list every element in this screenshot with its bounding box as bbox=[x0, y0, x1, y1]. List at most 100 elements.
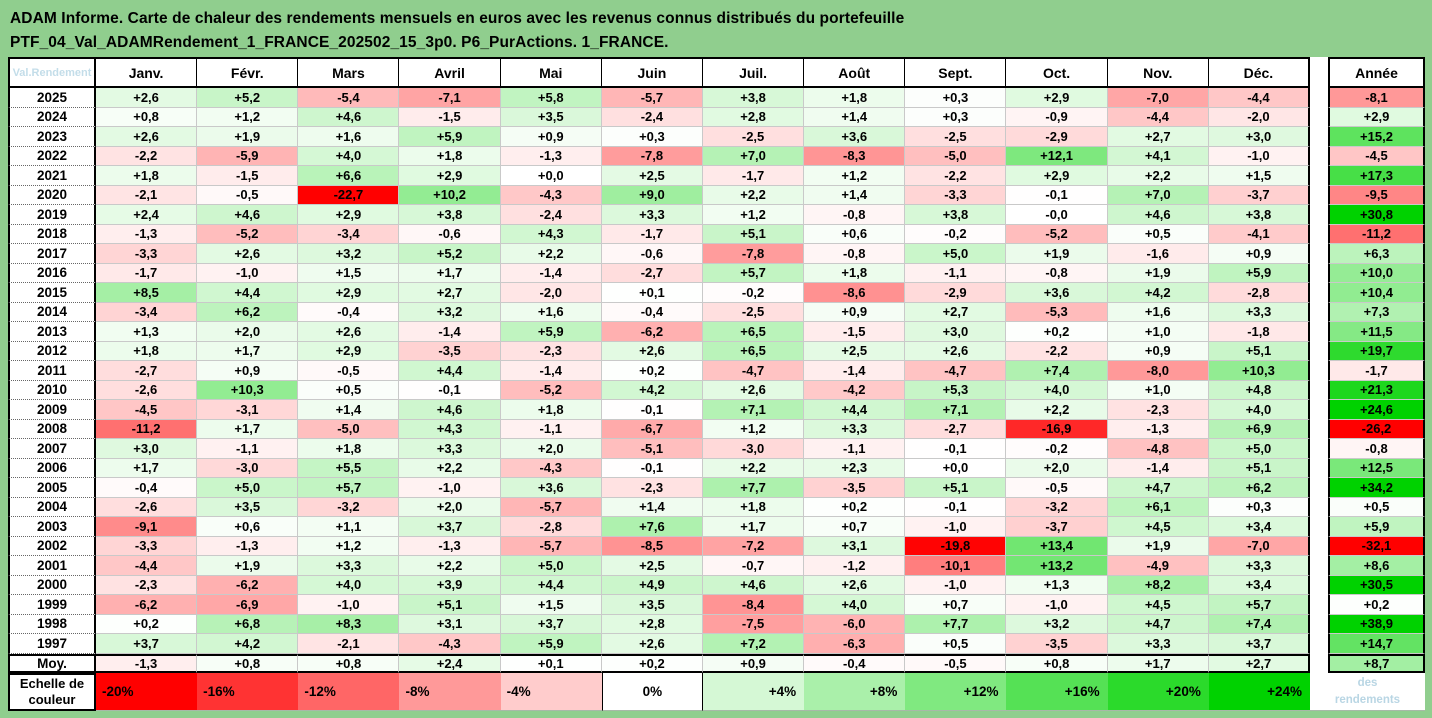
month-return-cell: -5,7 bbox=[500, 497, 602, 517]
gap-column bbox=[1309, 361, 1328, 381]
month-return-cell: +7,7 bbox=[702, 478, 805, 498]
month-return-cell: +4,0 bbox=[804, 595, 906, 615]
month-return-cell: +3,8 bbox=[399, 205, 501, 225]
month-return-cell: +1,4 bbox=[804, 107, 906, 127]
annual-return-cell: +2,9 bbox=[1327, 107, 1425, 127]
month-return-cell: +4,5 bbox=[1107, 517, 1209, 537]
month-return-cell: +5,1 bbox=[905, 478, 1007, 498]
month-return-cell: -3,2 bbox=[1006, 497, 1108, 517]
month-return-cell: -1,3 bbox=[197, 536, 299, 556]
month-return-cell: +1,3 bbox=[1006, 575, 1108, 595]
month-return-cell: -0,8 bbox=[1006, 263, 1108, 283]
month-return-cell: -0,8 bbox=[804, 205, 906, 225]
column-header-annual: Année bbox=[1327, 57, 1425, 88]
month-return-cell: -4,4 bbox=[1208, 88, 1310, 108]
month-return-cell: +2,6 bbox=[804, 575, 906, 595]
annual-return-cell: +5,9 bbox=[1327, 517, 1425, 537]
year-label: 2000 bbox=[8, 575, 96, 595]
month-return-cell: +2,0 bbox=[197, 322, 299, 342]
month-return-cell: +2,2 bbox=[500, 244, 602, 264]
month-return-cell: -0,6 bbox=[601, 244, 703, 264]
month-return-cell: -3,3 bbox=[96, 536, 198, 556]
month-return-cell: -11,2 bbox=[96, 419, 198, 439]
month-return-cell: +3,0 bbox=[96, 439, 198, 459]
color-scale-stop: 0% bbox=[601, 673, 703, 711]
month-return-cell: +0,9 bbox=[804, 302, 906, 322]
column-header-month: Janv. bbox=[96, 57, 198, 88]
month-return-cell: -2,5 bbox=[905, 127, 1007, 147]
month-return-cell: +2,7 bbox=[1107, 127, 1209, 147]
gap-column bbox=[1309, 322, 1328, 342]
month-return-cell: -0,5 bbox=[298, 361, 400, 381]
month-return-cell: +0,2 bbox=[96, 614, 198, 634]
month-return-cell: +1,2 bbox=[804, 166, 906, 186]
color-scale-stop: -8% bbox=[399, 673, 501, 711]
month-return-cell: +2,2 bbox=[702, 185, 805, 205]
month-return-cell: +7,4 bbox=[1208, 614, 1310, 634]
annual-return-cell: +10,0 bbox=[1327, 263, 1425, 283]
month-return-cell: -8,4 bbox=[702, 595, 805, 615]
month-return-cell: +2,6 bbox=[96, 127, 198, 147]
gap-column bbox=[1309, 439, 1328, 459]
average-annual-cell: +8,7 bbox=[1327, 653, 1425, 673]
average-month-cell: +0,8 bbox=[1006, 653, 1108, 673]
gap-column bbox=[1309, 302, 1328, 322]
color-scale-stop: -4% bbox=[500, 673, 602, 711]
month-return-cell: -7,8 bbox=[601, 146, 703, 166]
month-return-cell: -3,7 bbox=[1208, 185, 1310, 205]
column-header-month: Août bbox=[804, 57, 906, 88]
month-return-cell: +1,7 bbox=[399, 263, 501, 283]
month-return-cell: +2,6 bbox=[601, 634, 703, 654]
average-row-label: Moy. bbox=[8, 653, 96, 673]
month-return-cell: +3,7 bbox=[500, 614, 602, 634]
average-month-cell: +2,7 bbox=[1208, 653, 1310, 673]
month-return-cell: +1,3 bbox=[96, 322, 198, 342]
month-return-cell: +3,3 bbox=[298, 556, 400, 576]
month-return-cell: -1,0 bbox=[197, 263, 299, 283]
month-return-cell: -5,7 bbox=[500, 536, 602, 556]
month-return-cell: +3,0 bbox=[905, 322, 1007, 342]
month-return-cell: -6,0 bbox=[804, 614, 906, 634]
annual-return-cell: +30,5 bbox=[1327, 575, 1425, 595]
month-return-cell: -4,1 bbox=[1208, 224, 1310, 244]
gap-column bbox=[1309, 380, 1328, 400]
month-return-cell: -0,5 bbox=[1006, 478, 1108, 498]
month-return-cell: +5,2 bbox=[197, 88, 299, 108]
month-return-cell: +4,1 bbox=[1107, 146, 1209, 166]
month-return-cell: +0,9 bbox=[1107, 341, 1209, 361]
month-return-cell: +3,7 bbox=[399, 517, 501, 537]
month-return-cell: +1,5 bbox=[1208, 166, 1310, 186]
annual-return-cell: -11,2 bbox=[1327, 224, 1425, 244]
month-return-cell: +1,8 bbox=[96, 166, 198, 186]
year-label: 1999 bbox=[8, 595, 96, 615]
column-header-month: Sept. bbox=[905, 57, 1007, 88]
month-return-cell: -4,2 bbox=[804, 380, 906, 400]
month-return-cell: -0,7 bbox=[702, 556, 805, 576]
month-return-cell: -2,3 bbox=[601, 478, 703, 498]
month-return-cell: +4,4 bbox=[197, 283, 299, 303]
month-return-cell: +4,4 bbox=[399, 361, 501, 381]
month-return-cell: -4,9 bbox=[1107, 556, 1209, 576]
average-month-cell: +0,1 bbox=[500, 653, 602, 673]
month-return-cell: +2,0 bbox=[500, 439, 602, 459]
month-return-cell: +4,2 bbox=[197, 634, 299, 654]
year-label: 1998 bbox=[8, 614, 96, 634]
month-return-cell: -0,4 bbox=[96, 478, 198, 498]
average-month-cell: -1,3 bbox=[96, 653, 198, 673]
gap-column bbox=[1309, 166, 1328, 186]
month-return-cell: +2,5 bbox=[601, 556, 703, 576]
year-label: 2022 bbox=[8, 146, 96, 166]
footer-watermark-line: rendements bbox=[1334, 693, 1401, 706]
column-header-month: Déc. bbox=[1208, 57, 1310, 88]
year-label: 2023 bbox=[8, 127, 96, 147]
month-return-cell: -2,6 bbox=[96, 380, 198, 400]
year-label: 2005 bbox=[8, 478, 96, 498]
month-return-cell: +3,3 bbox=[1208, 556, 1310, 576]
month-return-cell: +5,7 bbox=[298, 478, 400, 498]
month-return-cell: +0,5 bbox=[905, 634, 1007, 654]
month-return-cell: -6,2 bbox=[96, 595, 198, 615]
month-return-cell: +5,0 bbox=[905, 244, 1007, 264]
year-label: 2017 bbox=[8, 244, 96, 264]
month-return-cell: +2,6 bbox=[96, 88, 198, 108]
color-scale-stop: -20% bbox=[96, 673, 198, 711]
